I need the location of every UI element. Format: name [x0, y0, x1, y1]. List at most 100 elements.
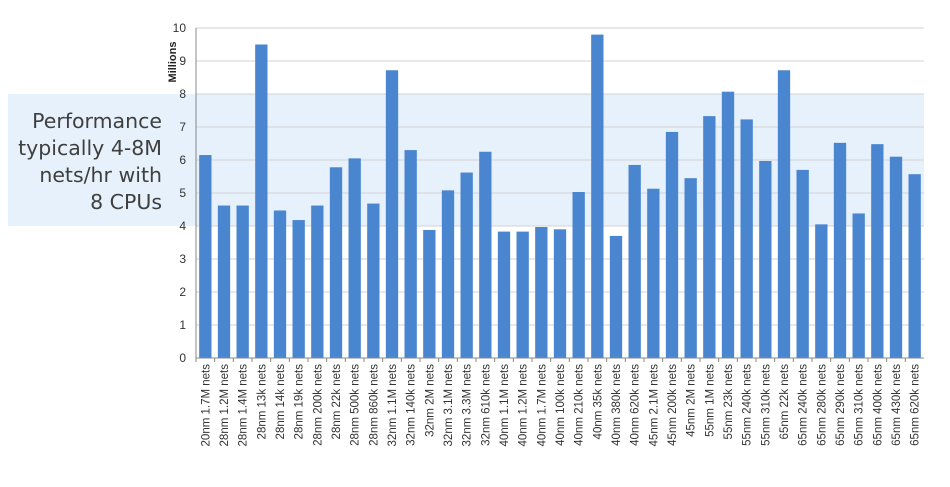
- x-tick-label: 28nm 19k nets: [294, 364, 306, 440]
- bar: [721, 91, 735, 358]
- x-tick-label: 32nm 3.1M nets: [443, 364, 455, 447]
- x-tick-label: 40nm 210k nets: [574, 364, 586, 446]
- y-tick-label: 0: [179, 351, 186, 365]
- bar: [273, 210, 287, 358]
- x-tick-label: 40nm 35k nets: [592, 364, 604, 440]
- bars: [199, 34, 921, 359]
- bar: [348, 158, 361, 358]
- bar: [367, 203, 380, 358]
- y-tick-label: 8: [179, 87, 186, 101]
- bar: [255, 44, 268, 358]
- bar: [815, 224, 828, 358]
- bar: [871, 144, 884, 358]
- y-tick-label: 9: [179, 54, 186, 68]
- bar: [329, 167, 343, 358]
- x-tick-label: 28nm 1.4M nets: [238, 364, 250, 447]
- bar: [908, 174, 921, 358]
- x-tick-label: 65nm 290k nets: [835, 364, 847, 446]
- x-tick-label: 28nm 500k nets: [350, 364, 362, 446]
- bar: [441, 190, 455, 358]
- x-tick-label: 32nm 1.1M nets: [387, 364, 399, 447]
- bar: [591, 34, 604, 358]
- x-tick-label: 40nm 1.2M nets: [518, 364, 530, 447]
- x-tick-label: 40nm 1.7M nets: [536, 364, 548, 447]
- y-tick-label: 1: [179, 318, 186, 332]
- x-tick-label: 65nm 280k nets: [816, 364, 828, 446]
- bar: [852, 213, 865, 358]
- bar: [553, 229, 567, 358]
- bar: [572, 192, 585, 358]
- bar: [311, 205, 324, 358]
- x-tick-label: 55nm 1M nets: [704, 364, 716, 437]
- x-tick-label: 28nm 13k nets: [256, 364, 268, 440]
- annotation-line: typically 4-8M: [18, 136, 162, 160]
- bar: [199, 155, 212, 358]
- x-tick-label: 65nm 240k nets: [798, 364, 810, 446]
- x-tick-label: 32nm 3.3M nets: [462, 364, 474, 447]
- annotation-line: Performance: [32, 109, 162, 133]
- y-tick-label: 10: [173, 21, 187, 35]
- x-tick-label: 40nm 100k nets: [555, 364, 567, 446]
- bar: [535, 226, 548, 358]
- x-tick-label: 40nm 1.1M nets: [499, 364, 511, 447]
- x-tick-label: 65nm 400k nets: [872, 364, 884, 446]
- bar: [292, 220, 305, 358]
- bar: [777, 70, 791, 359]
- x-tick-label: 45nm 2.1M nets: [648, 364, 660, 447]
- bar: [833, 142, 847, 358]
- x-tick-label: 20nm 1.7M nets: [200, 364, 212, 447]
- y-axis-label: Millions: [167, 42, 179, 83]
- bar: [609, 235, 623, 358]
- bar: [796, 169, 809, 358]
- bar: [628, 164, 641, 358]
- x-tick-label: 55nm 310k nets: [760, 364, 772, 446]
- bar: [423, 229, 436, 358]
- bar: [217, 205, 231, 358]
- y-tick-labels: 0 1 2 3 4 5 6 7 8 9 10: [173, 21, 187, 365]
- bar: [479, 151, 492, 358]
- x-tick-label: 40nm 380k nets: [611, 364, 623, 446]
- bar: [647, 188, 660, 358]
- bar: [516, 231, 529, 358]
- y-tick-label: 4: [179, 219, 186, 233]
- x-tick-label: 32nm 610k nets: [480, 364, 492, 446]
- x-tick-label: 65nm 22k nets: [779, 364, 791, 440]
- y-tick-label: 6: [179, 153, 186, 167]
- x-tick-label: 28nm 22k nets: [331, 364, 343, 440]
- y-tick-label: 2: [179, 285, 186, 299]
- bar: [665, 131, 679, 358]
- x-tick-label: 40nm 620k nets: [630, 364, 642, 446]
- y-tick-label: 3: [179, 252, 186, 266]
- bar: [759, 160, 772, 358]
- annotation-text: Performance typically 4-8M nets/hr with …: [18, 108, 166, 216]
- x-tick-label: 32nm 2M nets: [424, 364, 436, 437]
- x-tick-label: 32nm 140k nets: [406, 364, 418, 446]
- x-tick-label: 55nm 240k nets: [742, 364, 754, 446]
- x-tick-label: 65nm 310k nets: [854, 364, 866, 446]
- bar: [703, 116, 716, 358]
- x-tick-label: 28nm 200k nets: [312, 364, 324, 446]
- x-tick-labels: 20nm 1.7M nets 28nm 1.2M nets 28nm 1.4M ne…: [195, 358, 922, 447]
- x-tick-label: 45nm 2M nets: [686, 364, 698, 437]
- x-tick-label: 28nm 14k nets: [275, 364, 287, 440]
- x-tick-label: 55nm 23k nets: [723, 364, 735, 440]
- bar: [385, 70, 399, 359]
- bar: [404, 150, 417, 358]
- x-tick-label: 65nm 620k nets: [910, 364, 922, 446]
- annotation-line: nets/hr with: [39, 163, 162, 187]
- x-tick-label: 65nm 430k nets: [891, 364, 903, 446]
- bar: [460, 172, 473, 358]
- x-tick-label: 45nm 200k nets: [667, 364, 679, 446]
- bar: [889, 156, 903, 358]
- y-tick-label: 7: [179, 120, 186, 134]
- bar: [497, 231, 511, 358]
- annotation-callout: Performance typically 4-8M nets/hr with …: [8, 95, 166, 229]
- annotation-line: 8 CPUs: [90, 190, 162, 214]
- bar: [684, 178, 697, 358]
- x-tick-label: 28nm 1.2M nets: [219, 364, 231, 447]
- bar: [740, 119, 753, 358]
- x-tick-label: 28nm 860k nets: [368, 364, 380, 446]
- bar: [236, 205, 249, 358]
- y-tick-label: 5: [179, 186, 186, 200]
